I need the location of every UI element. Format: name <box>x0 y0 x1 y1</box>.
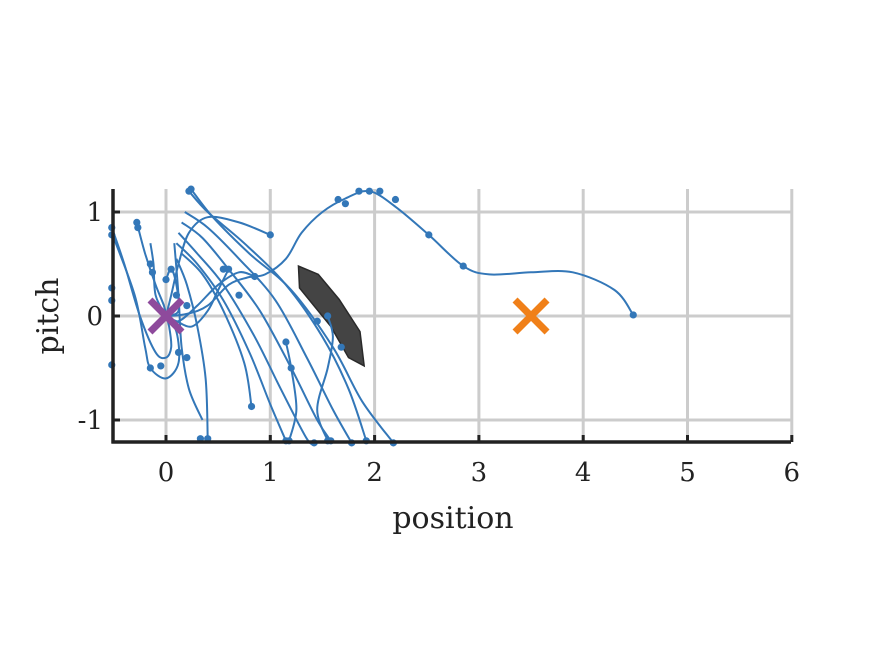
tick-labels: 0 1 2 3 4 5 6 -1 0 1 <box>78 198 800 488</box>
trajectory-point <box>146 260 154 268</box>
trajectory-point <box>425 231 433 239</box>
trajectory-point <box>376 187 384 195</box>
x-tick-label: 5 <box>679 458 696 488</box>
trajectory-point <box>391 195 400 204</box>
x-tick-label: 0 <box>158 458 175 488</box>
trajectory-point <box>235 291 243 299</box>
trajectory-point <box>251 272 259 281</box>
trajectory-point <box>337 343 345 351</box>
trajectory-point <box>172 291 181 299</box>
axes <box>111 189 794 444</box>
trajectory-point <box>341 200 349 208</box>
x-tick-label: 1 <box>262 458 279 488</box>
trajectory-line-15 <box>110 232 181 380</box>
trajectory-line-9 <box>180 252 253 407</box>
trajectory-line-13 <box>135 222 167 317</box>
trajectory-line-2 <box>165 215 271 317</box>
x-tick-label: 4 <box>575 458 592 488</box>
start-marker <box>512 297 550 335</box>
grid <box>113 189 794 442</box>
goal-x-stroke-b <box>147 297 185 335</box>
trajectory-point <box>224 265 233 273</box>
trajectory-point <box>282 338 290 346</box>
trajectory-point <box>313 317 321 325</box>
trajectory-point <box>162 276 170 284</box>
trajectory-point <box>148 268 157 276</box>
trajectory-point <box>266 231 274 239</box>
trajectory-point <box>167 265 175 273</box>
trajectory-point <box>183 302 191 310</box>
trajectory-point <box>134 224 142 232</box>
trajectory-point <box>355 187 363 195</box>
obstacle-layer <box>297 264 366 368</box>
trajectory-line-12 <box>110 227 173 360</box>
y-axis-label: pitch <box>31 278 66 355</box>
trajectory-point <box>174 348 183 356</box>
trajectory-line-0 <box>168 189 635 317</box>
trajectory-line-4 <box>188 190 368 442</box>
y-tick-label: 1 <box>86 198 103 228</box>
trajectory-point <box>334 195 342 204</box>
trajectory-point <box>459 262 467 270</box>
goal-marker <box>147 297 185 335</box>
trajectory-line-11 <box>173 243 204 421</box>
x-axis-label: position <box>392 501 513 536</box>
trajectory-point <box>287 364 295 372</box>
obstacle-polygon <box>297 264 366 368</box>
y-tick-label: 0 <box>86 302 103 332</box>
trajectory-line-18 <box>284 341 298 442</box>
trajectory-line-6 <box>181 221 332 442</box>
trajectory-point <box>324 312 332 320</box>
x-tick-label: 6 <box>784 458 801 488</box>
trajectory-point <box>146 364 154 372</box>
trajectory-line-7 <box>177 232 315 445</box>
trajectory-point <box>247 402 256 411</box>
y-tick-label: -1 <box>78 406 103 436</box>
trajectory-line-19 <box>316 315 334 442</box>
x-tick-label: 2 <box>366 458 383 488</box>
trajectory-point <box>365 187 373 195</box>
trajectory-point <box>157 362 165 370</box>
trajectory-point <box>219 265 227 273</box>
trajectory-point <box>183 354 191 362</box>
trajectory-lines <box>110 188 635 445</box>
trajectory-line-10 <box>175 258 209 439</box>
trajectory-point <box>629 311 637 319</box>
x-tick-label: 3 <box>471 458 488 488</box>
trajectory-point <box>185 187 193 195</box>
trajectory-line-5 <box>184 211 353 444</box>
trajectory-line-8 <box>175 242 287 442</box>
start-x-stroke-b <box>512 297 550 335</box>
